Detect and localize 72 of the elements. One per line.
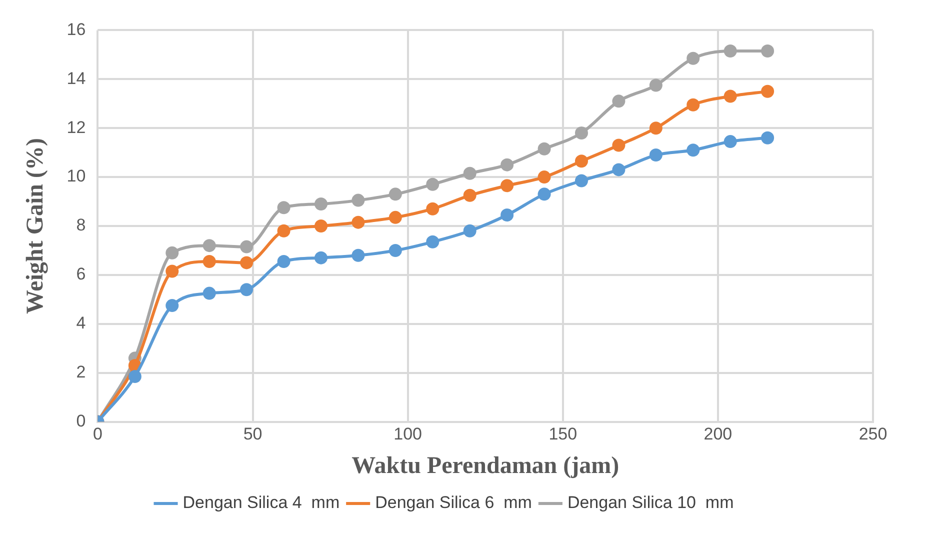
x-tick-label: 100 xyxy=(394,424,422,444)
point xyxy=(500,179,514,192)
point xyxy=(388,188,402,201)
point xyxy=(761,131,774,144)
x-tick-label: 50 xyxy=(243,424,262,444)
point xyxy=(574,174,588,188)
legend-label: Dengan Silica 10 mm xyxy=(567,493,734,512)
point xyxy=(166,299,179,312)
point xyxy=(686,52,700,65)
point xyxy=(538,142,551,156)
point xyxy=(277,201,290,214)
point xyxy=(314,197,328,210)
y-tick-label: 10 xyxy=(66,166,86,186)
point xyxy=(202,239,216,252)
point xyxy=(202,254,216,268)
point xyxy=(314,220,328,232)
y-tick-label: 0 xyxy=(76,411,86,430)
x-tick-label: 200 xyxy=(704,424,732,444)
legend-label: Dengan Silica 4 mm xyxy=(182,493,340,512)
y-axis-title: Weight Gain (%) xyxy=(22,138,49,314)
x-tick-label: 250 xyxy=(858,424,888,444)
point xyxy=(538,170,551,184)
point xyxy=(352,194,365,207)
point xyxy=(538,188,551,201)
point xyxy=(500,158,514,172)
point xyxy=(612,94,626,108)
point xyxy=(240,256,254,270)
x-axis-title: Waktu Perendaman (jam) xyxy=(352,452,620,479)
point xyxy=(612,138,626,152)
point xyxy=(426,202,440,216)
point xyxy=(761,84,774,98)
point xyxy=(463,224,476,238)
point xyxy=(612,163,626,176)
point xyxy=(686,144,700,157)
point xyxy=(724,135,737,148)
point xyxy=(388,210,402,224)
point xyxy=(649,148,662,162)
point xyxy=(724,44,737,58)
y-tick-label: 6 xyxy=(76,264,86,284)
y-tick-label: 16 xyxy=(66,20,86,39)
point xyxy=(166,264,179,278)
point xyxy=(649,78,662,92)
point xyxy=(761,44,774,58)
point xyxy=(574,126,588,140)
point xyxy=(352,248,365,262)
point xyxy=(166,246,179,260)
point xyxy=(202,286,216,300)
y-tick-label: 14 xyxy=(66,68,86,88)
point xyxy=(240,283,254,296)
y-tick-label: 12 xyxy=(66,118,86,137)
y-tick-label: 2 xyxy=(76,362,86,382)
y-tick-label: 8 xyxy=(76,216,86,235)
point xyxy=(240,240,254,254)
point xyxy=(352,216,365,229)
x-tick-label: 0 xyxy=(92,424,102,444)
point xyxy=(388,244,402,257)
point xyxy=(128,370,142,384)
point xyxy=(426,235,440,248)
point xyxy=(277,254,290,268)
point xyxy=(500,208,514,222)
point xyxy=(724,90,737,103)
point xyxy=(314,251,328,264)
y-tick-label: 4 xyxy=(76,314,86,333)
point xyxy=(426,178,440,191)
point xyxy=(463,188,476,202)
point xyxy=(686,98,700,112)
point xyxy=(463,166,476,180)
legend-label: Dengan Silica 6 mm xyxy=(375,493,532,512)
point xyxy=(649,122,662,135)
point xyxy=(277,224,290,238)
point xyxy=(574,154,588,168)
x-tick-label: 150 xyxy=(548,424,578,444)
